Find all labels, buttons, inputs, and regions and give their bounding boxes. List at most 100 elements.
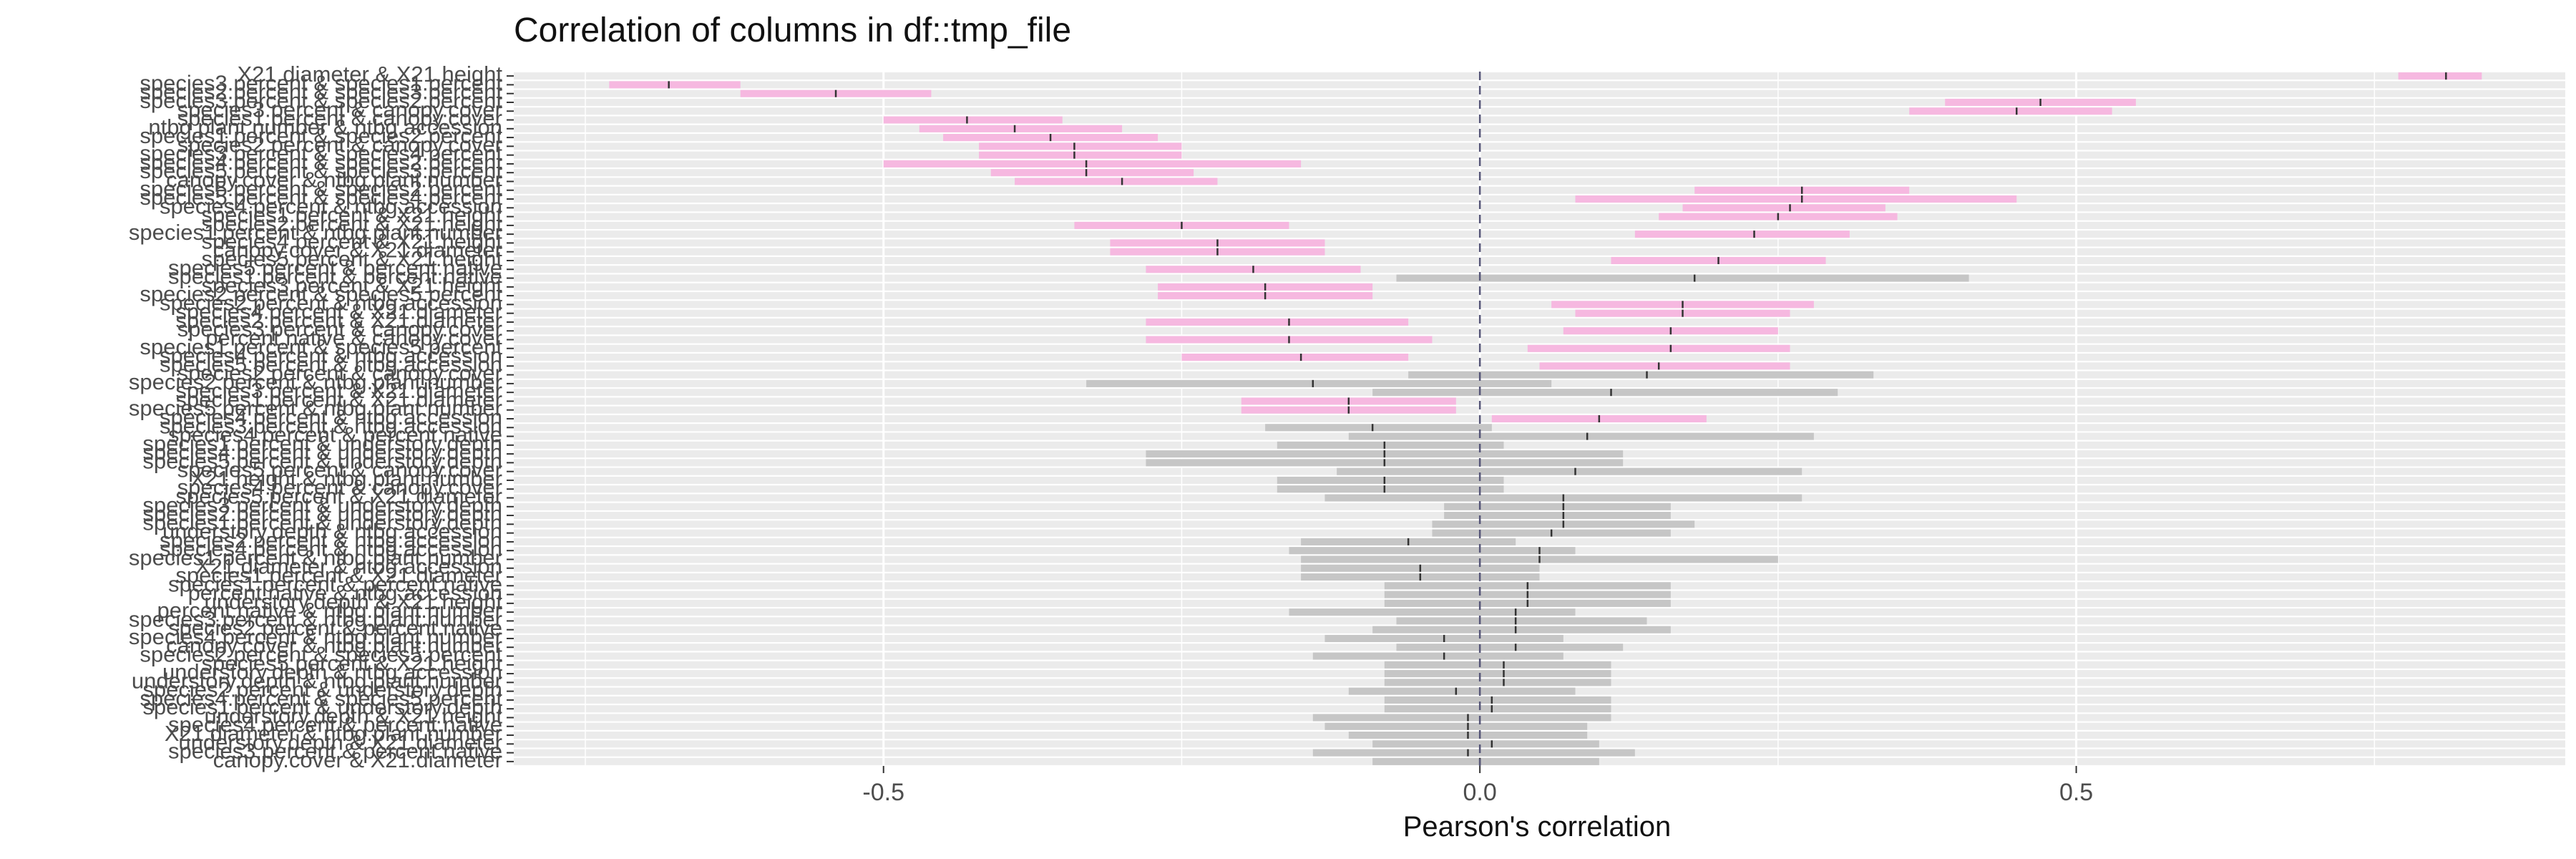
ci-bar bbox=[1265, 424, 1492, 432]
y-tick-label: species2.percent & ntbg.accession bbox=[160, 290, 502, 315]
y-tick-label: X21.diameter & X21.height bbox=[237, 62, 502, 87]
y-tick-label: understory.depth & X21.height bbox=[205, 703, 503, 728]
row-background bbox=[514, 301, 2565, 309]
ci-bar bbox=[609, 81, 741, 89]
y-tick-label: species3.percent & X21.height bbox=[202, 273, 503, 298]
ci-bar bbox=[1348, 432, 1814, 440]
y-tick-label: species4.percent & canopy.cover bbox=[177, 475, 502, 500]
ci-bar bbox=[1277, 441, 1504, 449]
y-tick-label: species4.percent & percent.native bbox=[168, 712, 502, 737]
x-tick-label: 0.0 bbox=[1463, 779, 1497, 806]
ci-bar bbox=[1181, 354, 1409, 361]
y-tick-label: species1.percent & understory.depth bbox=[142, 431, 502, 456]
row-background bbox=[514, 354, 2565, 361]
y-tick-label: species3.percent & species4.percent bbox=[140, 141, 502, 166]
y-tick-label: understory.depth & ntbg.accession bbox=[162, 659, 502, 684]
ci-bar bbox=[1396, 274, 1969, 282]
ci-bar bbox=[1348, 687, 1576, 695]
row-background bbox=[514, 336, 2565, 344]
y-tick-label: species1.percent & understory.depth bbox=[142, 510, 502, 535]
ci-bar bbox=[1372, 626, 1671, 634]
ci-bar bbox=[1396, 644, 1624, 651]
y-tick-label: species2.percent & canopy.cover bbox=[177, 361, 502, 386]
y-tick-label: species2.percent & percent.native bbox=[168, 616, 502, 641]
y-tick-label: understory.depth & ntbg.plant.number bbox=[132, 668, 502, 693]
ci-bar bbox=[1575, 195, 2017, 203]
ci-bar bbox=[1527, 344, 1790, 352]
y-tick-label: canopy.cover & X21.diameter bbox=[213, 238, 502, 263]
y-tick-label: understory.depth & ntbg.accession bbox=[162, 519, 502, 544]
y-tick-label: species3.percent & species2.percent bbox=[140, 88, 502, 113]
ci-bar bbox=[883, 116, 1063, 124]
row-background bbox=[514, 309, 2565, 317]
ci-bar bbox=[1634, 230, 1850, 238]
ci-bar bbox=[1277, 485, 1504, 493]
y-tick-label: species4.percent & species2.percent bbox=[140, 150, 502, 175]
y-tick-label: species5.percent & percent.native bbox=[168, 255, 502, 280]
ci-bar bbox=[1444, 512, 1671, 520]
row-background bbox=[514, 248, 2565, 256]
y-tick-label: species4.percent & ntbg.plant.number bbox=[129, 624, 502, 649]
ci-bar bbox=[1384, 661, 1611, 669]
ci-bar bbox=[1539, 362, 1790, 370]
row-background bbox=[514, 116, 2565, 124]
row-background bbox=[514, 204, 2565, 212]
ci-bar bbox=[1277, 476, 1504, 484]
y-tick-label: species1.percent & X21.diameter bbox=[175, 563, 502, 588]
y-tick-label: species1.percent & ntbg.plant.number bbox=[129, 220, 502, 245]
row-background bbox=[514, 406, 2565, 414]
y-tick-label: species3.percent & percent.native bbox=[168, 739, 502, 764]
ci-bar bbox=[1384, 670, 1611, 678]
x-axis: -0.5 0.0 0.5 bbox=[862, 766, 2093, 806]
row-background bbox=[514, 327, 2565, 335]
y-tick-label: species4.percent & percent.native bbox=[168, 422, 502, 447]
y-tick-label: percent.native & ntbg.plant.number bbox=[157, 598, 502, 623]
ci-bar bbox=[990, 169, 1194, 177]
y-tick-label: species5.percent & X21.height bbox=[202, 246, 503, 271]
ci-bar bbox=[1086, 379, 1552, 387]
row-background bbox=[514, 230, 2565, 238]
row-background bbox=[514, 485, 2565, 493]
row-background bbox=[514, 239, 2565, 247]
y-tick-label: species4.percent & X21.diameter bbox=[175, 299, 502, 324]
y-tick-label: species5.percent & canopy.cover bbox=[177, 457, 502, 482]
ci-bar bbox=[1396, 617, 1647, 625]
row-background bbox=[514, 151, 2565, 159]
row-background bbox=[514, 213, 2565, 220]
y-tick-label: species1.percent & X21.height bbox=[202, 203, 503, 228]
y-tick-label: species2.percent & understory.depth bbox=[142, 677, 502, 702]
row-background bbox=[514, 142, 2565, 150]
ci-bar bbox=[1324, 722, 1588, 730]
row-background bbox=[514, 195, 2565, 203]
y-axis-labels: X21.diameter & X21.heightspecies3.percen… bbox=[129, 62, 514, 772]
ci-bar bbox=[1372, 740, 1599, 748]
y-tick-label: species4.percent & ntbg.accession bbox=[160, 193, 502, 218]
y-tick-label: species5.percent & ntbg.plant.number bbox=[129, 396, 502, 421]
y-tick-label: species1.percent & percent.native bbox=[168, 264, 502, 289]
ci-bar bbox=[1682, 204, 1885, 212]
row-background bbox=[514, 134, 2565, 142]
y-tick-label: species5.percent & species4.percent bbox=[140, 185, 502, 210]
row-background bbox=[514, 125, 2565, 132]
y-tick-label: understory.depth & X21.diameter bbox=[178, 729, 502, 754]
row-background bbox=[514, 441, 2565, 449]
ci-bar bbox=[1312, 714, 1611, 722]
y-tick-label: species5.percent & species2.percent bbox=[140, 176, 502, 201]
ci-bar bbox=[919, 125, 1123, 132]
row-background bbox=[514, 476, 2565, 484]
y-tick-label: species4.percent & X21.height bbox=[202, 228, 503, 253]
y-tick-label: species2.percent & ntbg.plant.number bbox=[129, 369, 502, 394]
y-tick-label: species4.percent & species5.percent bbox=[140, 686, 502, 711]
row-background bbox=[514, 107, 2565, 115]
row-background bbox=[514, 81, 2565, 89]
y-tick-label: species3.percent & canopy.cover bbox=[177, 316, 502, 341]
row-background bbox=[514, 89, 2565, 97]
ci-bar bbox=[979, 142, 1182, 150]
row-background bbox=[514, 397, 2565, 405]
row-background bbox=[514, 283, 2565, 291]
row-background bbox=[514, 98, 2565, 107]
row-background bbox=[514, 266, 2565, 273]
row-background bbox=[514, 256, 2565, 265]
chart-title: Correlation of columns in df::tmp_file bbox=[514, 11, 1071, 49]
